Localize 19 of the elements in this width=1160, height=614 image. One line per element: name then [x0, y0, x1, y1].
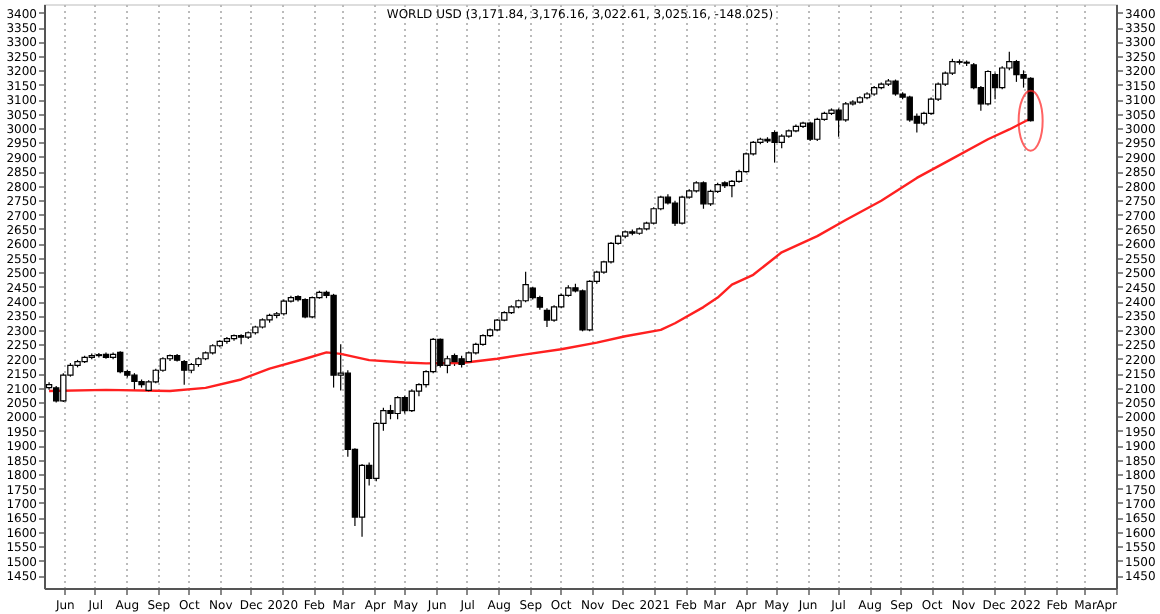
candlestick [237, 333, 245, 345]
candlestick [522, 271, 529, 303]
candlestick [607, 241, 615, 265]
candlestick [814, 117, 821, 142]
candlestick [771, 129, 778, 164]
candlestick [408, 388, 416, 413]
candlestick [95, 352, 103, 359]
candlestick [991, 72, 999, 100]
candlestick [117, 350, 124, 374]
candlestick [1013, 59, 1020, 83]
candlestick [437, 337, 444, 368]
candlestick [835, 107, 842, 138]
candlestick [700, 180, 707, 210]
candlestick [671, 200, 679, 227]
candlestick [181, 359, 188, 386]
candlestick [984, 69, 992, 107]
candlestick [394, 395, 401, 420]
candlestick [678, 195, 686, 226]
candlestick [543, 307, 551, 328]
